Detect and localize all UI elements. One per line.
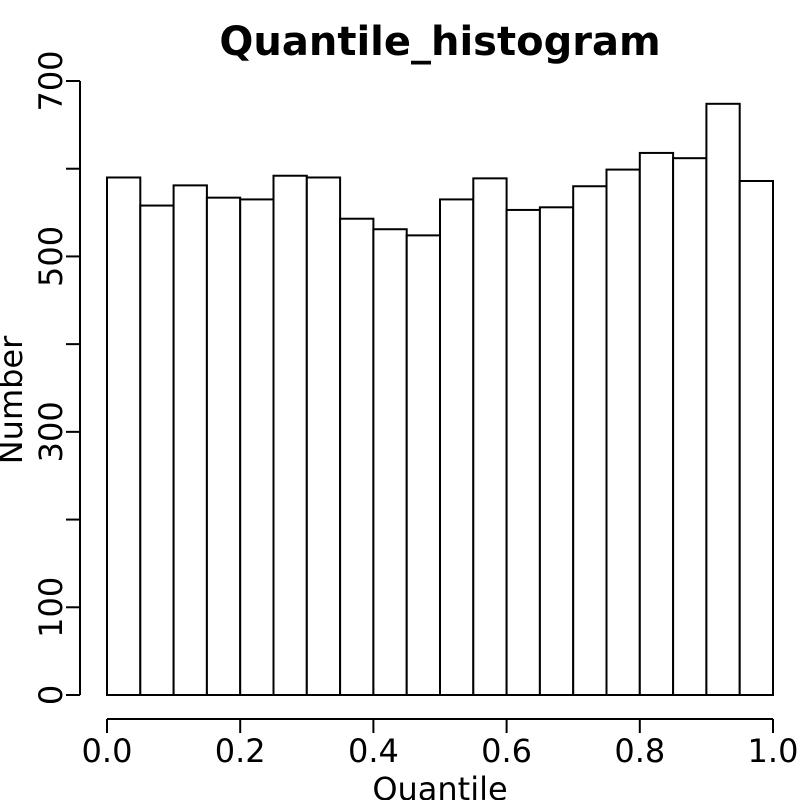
histogram-bar <box>339 217 375 696</box>
histogram-bar <box>538 206 575 697</box>
histogram-bar <box>705 102 741 696</box>
histogram-bar <box>405 234 442 696</box>
x-tick-label: 0.0 <box>82 732 133 770</box>
y-tick-label: 700 <box>32 50 70 111</box>
histogram-bar <box>205 196 242 696</box>
y-tick-label: 0 <box>32 685 70 705</box>
histogram-bar <box>372 228 408 696</box>
x-axis-label: Quantile <box>372 770 507 800</box>
x-tick-label: 1.0 <box>748 732 799 770</box>
histogram-bar <box>239 198 275 697</box>
y-axis: 0 100 300 500 700 <box>32 50 81 705</box>
x-tick-label: 0.4 <box>348 732 399 770</box>
y-axis-label: Number <box>0 335 30 464</box>
histogram-bar <box>738 179 775 697</box>
x-tick-label: 0.6 <box>481 732 532 770</box>
histogram-bar <box>638 151 675 696</box>
histogram-bar <box>605 168 641 696</box>
x-tick-label: 0.8 <box>614 732 665 770</box>
histogram-bar <box>272 174 308 696</box>
histogram-bar <box>139 204 175 696</box>
x-axis: 0.0 0.2 0.4 0.6 0.8 1.0 <box>82 718 799 770</box>
histogram-bar <box>572 185 608 696</box>
histogram-bar <box>672 157 708 696</box>
histogram-bar <box>305 176 342 696</box>
histogram-bar <box>505 208 541 696</box>
histogram-bar <box>439 198 475 697</box>
y-tick-label: 300 <box>32 401 70 462</box>
histogram-bar <box>472 177 508 696</box>
chart-title: Quantile_histogram <box>219 19 660 65</box>
x-tick-label: 0.2 <box>215 732 266 770</box>
bars-group <box>106 102 775 697</box>
y-tick-label: 500 <box>32 226 70 287</box>
histogram-bar <box>172 184 208 696</box>
y-tick-label: 100 <box>32 577 70 638</box>
histogram-bar <box>106 176 142 696</box>
